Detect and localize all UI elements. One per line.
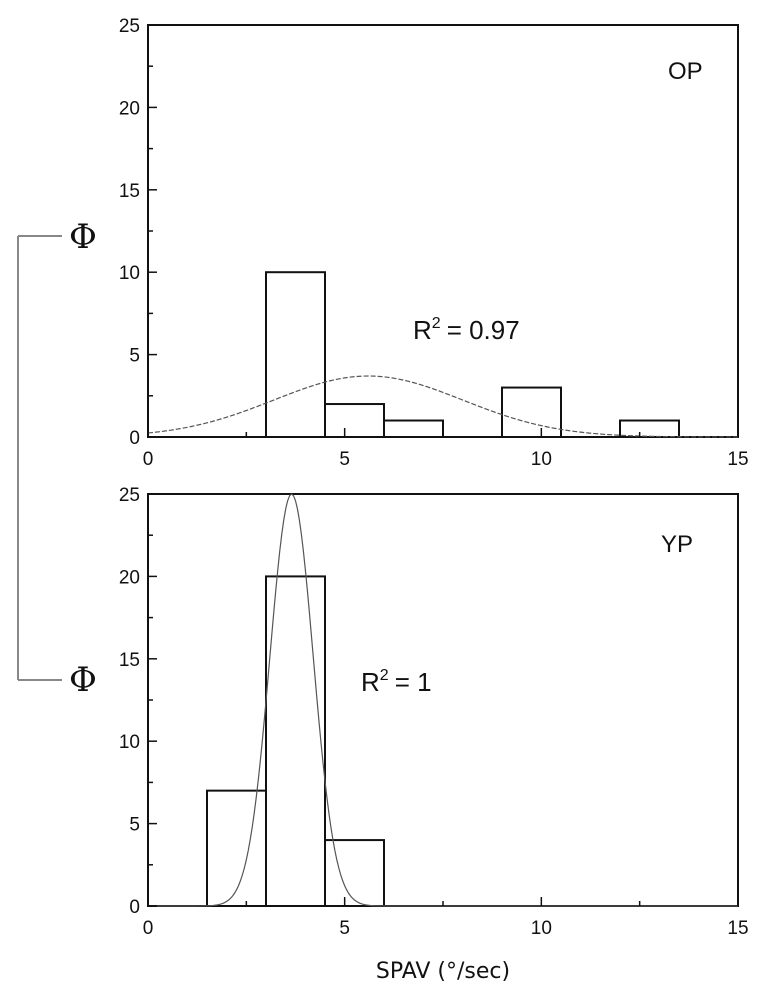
- histogram-bar-yp-2: [324, 839, 385, 908]
- x-tick-label-yp-2: 10: [531, 918, 552, 939]
- histogram-bar-yp-1: [265, 575, 326, 908]
- r2-letter-op: R: [413, 315, 432, 345]
- y-tick-label-op-0: 0: [129, 428, 140, 449]
- y-axis-ticks-yp: 0 5 10 15 20 25: [119, 485, 157, 918]
- y-tick-label-op-5: 25: [119, 16, 140, 37]
- histogram-bar-op-4: [619, 419, 680, 438]
- y-tick-label-op-4: 20: [119, 98, 140, 119]
- x-tick-label-op-2: 10: [531, 449, 552, 470]
- y-tick-label-yp-4: 20: [119, 567, 140, 588]
- r2-sup-op: 2: [432, 315, 441, 332]
- y-tick-label-yp-3: 15: [119, 650, 140, 671]
- x-tick-label-op-1: 5: [339, 449, 350, 470]
- histogram-bars-yp: [206, 575, 385, 908]
- y-axis-ticks-op: 0 5 10 15 20 25: [119, 16, 157, 449]
- y-tick-label-yp-5: 25: [119, 485, 140, 506]
- plot-frame-yp: [147, 493, 739, 907]
- x-axis-ticks-op: 0 5 10 15: [143, 428, 749, 470]
- r2-sup-yp: 2: [380, 667, 389, 684]
- panel-label-yp: YP: [661, 531, 693, 558]
- x-axis-title: SPAV (°/sec): [376, 959, 510, 984]
- r2-value-op: = 0.97: [447, 315, 520, 345]
- histogram-bar-op-3: [501, 386, 562, 438]
- x-tick-label-yp-1: 5: [339, 918, 350, 939]
- x-tick-label-yp-0: 0: [143, 918, 154, 939]
- y-tick-label-op-1: 5: [129, 346, 140, 367]
- panel-label-op: OP: [668, 58, 703, 85]
- x-axis-ticks-yp: 0 5 10 15: [143, 897, 749, 939]
- y-tick-label-yp-2: 10: [119, 732, 140, 753]
- plot-frame-op: [147, 24, 739, 438]
- x-tick-label-op-3: 15: [727, 449, 748, 470]
- histogram-bar-op-2: [383, 419, 444, 438]
- left-bracket: Φ Φ: [17, 217, 97, 700]
- histogram-bar-op-1: [324, 403, 385, 439]
- y-tick-label-op-2: 10: [119, 263, 140, 284]
- r2-letter-yp: R: [361, 667, 380, 697]
- y-tick-label-yp-0: 0: [129, 897, 140, 918]
- x-tick-label-yp-3: 15: [727, 918, 748, 939]
- phi-top-label: Φ: [69, 217, 97, 257]
- phi-bottom-label: Φ: [69, 660, 97, 700]
- histogram-bars-op: [265, 271, 680, 439]
- x-tick-label-op-0: 0: [143, 449, 154, 470]
- chart-panel-yp: 0 5 10 15 20 25 0 5 10 15 YP R2 = 1 SPAV (°/sec): [119, 485, 749, 984]
- fit-curve-yp: [148, 493, 738, 907]
- chart-panel-op: 0 5 10 15 20 25 0 5 10 15 OP R2 = 0.97: [119, 16, 749, 470]
- histogram-bar-op-0: [265, 271, 326, 439]
- y-tick-label-op-3: 15: [119, 181, 140, 202]
- r2-annotation-yp: R2 = 1: [361, 667, 432, 697]
- r2-annotation-op: R2 = 0.97: [413, 315, 520, 345]
- y-tick-label-yp-1: 5: [129, 815, 140, 836]
- r2-value-yp: = 1: [395, 667, 432, 697]
